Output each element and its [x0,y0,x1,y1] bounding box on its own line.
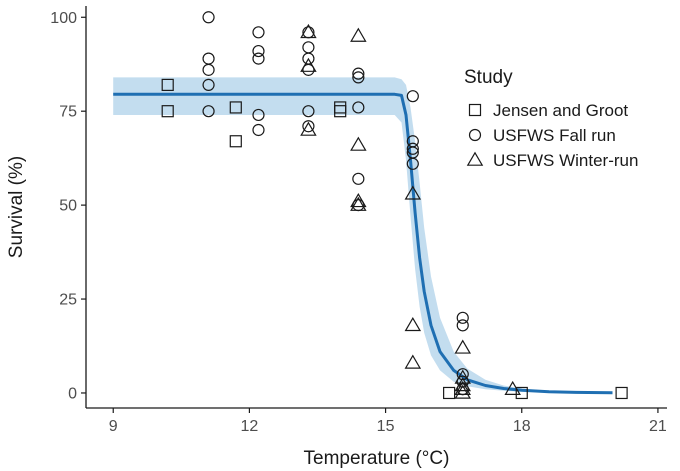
fit-line-layer [113,92,613,395]
tick-labels: 9 12 15 18 21 0 25 50 75 100 [50,10,667,435]
circle-point [202,52,215,65]
y-tick-label: 0 [68,385,77,402]
circle-point [456,319,469,332]
circle-point [406,157,419,170]
legend-items: Jensen and Groot USFWS Fall run USFWS Wint… [466,101,638,170]
square-point [161,78,174,91]
triangle-point [300,23,317,39]
circle-point [202,78,215,91]
square-point [229,135,242,148]
fit-line [113,92,613,395]
y-tick-label: 25 [59,292,77,309]
circle-point [202,11,215,24]
triangle-point [350,27,367,42]
x-axis-title: Temperature (°C) [304,448,450,469]
triangle-point [454,377,471,392]
fit-confidence-band-layer [113,77,613,394]
circle-point [252,108,265,122]
square-point [161,105,174,118]
triangle-point [454,380,471,395]
circle-point [406,90,419,103]
triangle-point [350,196,367,211]
circle-point [252,52,265,65]
x-tick-label: 12 [241,418,259,435]
x-tick-label: 21 [649,418,667,435]
legend-entry-circle: USFWS Fall run [468,126,616,145]
axes [81,6,667,413]
legend-entry-triangle: USFWS Winter-run [466,151,638,170]
series-square [161,78,628,400]
data-points-layer [161,11,628,400]
legend-circle-icon [468,128,482,142]
triangle-point [300,121,317,136]
triangle-point [454,339,471,354]
square-point [443,386,456,400]
circle-point [456,311,469,324]
x-tick-label: 15 [377,418,395,435]
circle-point [302,105,315,118]
y-tick-label: 50 [59,198,77,215]
circle-point [456,375,469,388]
circle-point [406,142,419,155]
y-tick-label: 75 [59,104,77,121]
x-tick-label: 9 [109,418,118,435]
legend-entry-square: Jensen and Groot [468,101,628,120]
triangle-point [404,354,422,369]
triangle-point [404,316,422,332]
circle-point [302,41,315,54]
circle-point [352,172,365,185]
triangle-point [404,185,422,200]
circle-point [352,71,365,84]
circle-point [202,105,215,118]
circle-point [456,368,469,381]
y-axis-title: Survival (%) [6,156,27,258]
circle-point [302,120,315,133]
fit-confidence-band [113,77,613,394]
circle-point [252,26,265,39]
legend-label: USFWS Winter-run [493,151,638,170]
legend-label: Jensen and Groot [493,101,628,120]
square-point [334,105,347,118]
circle-point [352,67,365,80]
series-triangle [300,23,521,399]
x-tick-label: 18 [513,418,531,435]
legend-label: USFWS Fall run [493,126,616,145]
square-point [615,386,628,400]
triangle-point [300,57,317,72]
circle-point [202,63,215,76]
triangle-point [454,384,471,399]
circle-point [352,101,365,114]
legend: Study Jensen and Groot USFWS Fall run USFW… [464,67,638,170]
triangle-point [350,192,367,208]
circle-point [252,123,265,137]
legend-title: Study [464,67,513,88]
triangle-point [350,136,367,151]
legend-triangle-icon [466,151,484,166]
triangle-point [504,380,521,395]
square-point [515,386,528,400]
legend-square-icon [468,103,482,117]
square-point [229,101,242,114]
y-tick-label: 100 [50,10,77,27]
circle-point [302,63,315,76]
circle-point [252,44,265,58]
series-circle [202,11,469,396]
